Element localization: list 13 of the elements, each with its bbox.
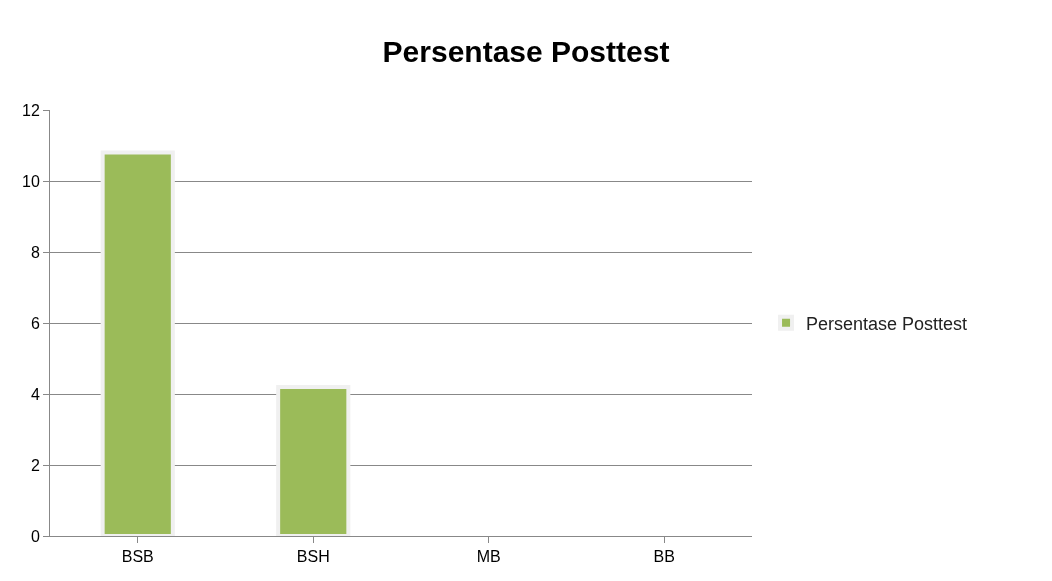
y-tick-label: 12: [22, 101, 40, 119]
y-tick-label: 6: [30, 314, 40, 332]
x-tick-label: BSB: [121, 548, 154, 566]
y-tick-label: 0: [30, 527, 40, 545]
x-tick-label: BSH: [296, 548, 330, 566]
chart-title: Persentase Posttest: [382, 34, 670, 68]
y-tick-label: 8: [30, 243, 40, 261]
y-tick-label: 4: [30, 385, 40, 403]
x-tick-label: MB: [476, 548, 501, 566]
y-tick-label: 2: [30, 456, 40, 474]
legend-label: Persentase Posttest: [806, 313, 968, 334]
y-tick-label: 10: [22, 172, 40, 190]
x-tick-label: BB: [653, 548, 675, 566]
